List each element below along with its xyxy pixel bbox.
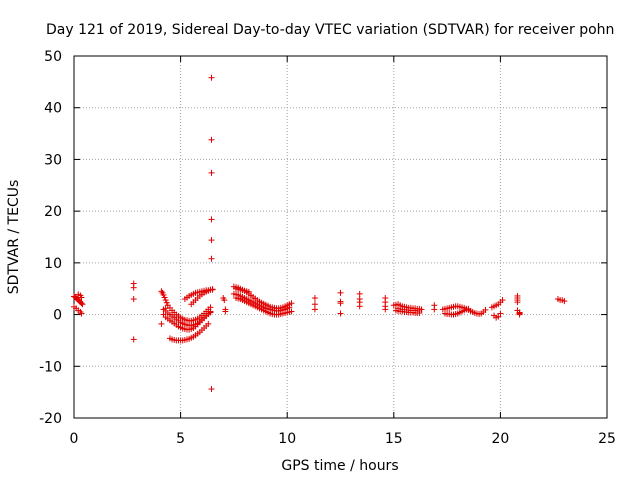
- data-point: [208, 216, 215, 223]
- data-point: [162, 297, 169, 304]
- x-tick-label: 25: [598, 431, 616, 447]
- data-point: [337, 300, 344, 307]
- data-point: [208, 74, 215, 81]
- data-point: [208, 255, 215, 262]
- x-axis-label: GPS time / hours: [281, 458, 398, 474]
- data-point: [208, 136, 215, 143]
- data-point: [516, 311, 523, 318]
- data-point: [78, 300, 85, 307]
- data-point: [561, 298, 568, 305]
- data-point: [162, 305, 169, 312]
- y-tick-labels: -20 -10 0 10 20 30 40 50: [39, 49, 62, 427]
- data-point: [130, 296, 137, 303]
- data-point: [130, 336, 137, 343]
- data-point: [78, 310, 85, 317]
- data-point: [288, 308, 295, 315]
- x-tick-label: 0: [70, 431, 79, 447]
- data-point: [416, 307, 423, 314]
- y-tick-label: -10: [39, 359, 62, 375]
- data-point: [158, 320, 165, 327]
- data-point: [205, 320, 212, 327]
- data-point: [497, 310, 504, 317]
- tick-marks: [73, 55, 608, 419]
- data-point: [514, 299, 521, 306]
- data-point: [311, 295, 318, 302]
- x-tick-labels: 0 5 10 15 20 25: [70, 431, 616, 447]
- data-point: [163, 299, 170, 306]
- data-point: [412, 307, 419, 314]
- data-point: [356, 303, 363, 310]
- x-tick-label: 15: [385, 431, 403, 447]
- data-point: [482, 306, 489, 313]
- grid: [74, 56, 607, 418]
- data-point: [431, 306, 438, 313]
- y-tick-label: 10: [44, 256, 62, 272]
- chart-title: Day 121 of 2019, Sidereal Day-to-day VTE…: [46, 22, 614, 38]
- data-point: [208, 237, 215, 244]
- y-tick-label: 20: [44, 204, 62, 220]
- data-point: [399, 306, 406, 313]
- data-point: [79, 301, 86, 308]
- data-point: [288, 300, 295, 307]
- y-tick-label: -20: [39, 411, 62, 427]
- data-point: [382, 306, 389, 313]
- data-point: [208, 169, 215, 176]
- data-point: [160, 311, 167, 318]
- y-tick-label: 50: [44, 49, 62, 65]
- x-tick-label: 10: [278, 431, 296, 447]
- data-point: [130, 284, 137, 291]
- data-point: [403, 306, 410, 313]
- data-point: [161, 294, 168, 301]
- data-point: [160, 291, 167, 298]
- y-tick-label: 40: [44, 101, 62, 117]
- data-point: [207, 309, 214, 316]
- data-points: [71, 74, 568, 393]
- data-point: [311, 306, 318, 313]
- data-point: [465, 305, 472, 312]
- x-tick-label: 20: [491, 431, 509, 447]
- data-point: [221, 297, 228, 304]
- y-tick-label: 30: [44, 152, 62, 168]
- data-point: [209, 286, 216, 293]
- data-point: [78, 294, 85, 301]
- y-axis-label: SDTVAR / TECUs: [6, 180, 22, 295]
- data-point: [245, 288, 252, 295]
- data-point: [311, 301, 318, 308]
- plot-frame: [73, 55, 608, 419]
- data-point: [356, 290, 363, 297]
- data-point: [499, 297, 506, 304]
- data-point: [495, 313, 502, 320]
- data-point: [222, 308, 229, 315]
- data-point: [337, 289, 344, 296]
- data-point: [395, 305, 402, 312]
- x-tick-label: 5: [176, 431, 185, 447]
- y-tick-label: 0: [53, 308, 62, 324]
- data-point: [208, 386, 215, 393]
- data-point: [337, 310, 344, 317]
